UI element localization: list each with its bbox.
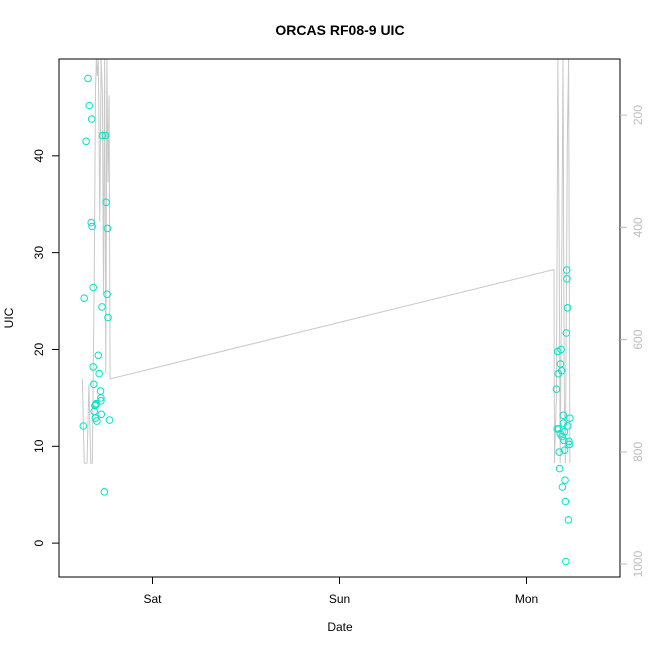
data-point bbox=[554, 425, 563, 433]
y-axis: 0 10 20 30 40 bbox=[32, 149, 59, 546]
data-point bbox=[84, 74, 92, 83]
right-tick-label: 1000 bbox=[631, 550, 645, 577]
data-point bbox=[566, 414, 574, 423]
right-tick-label: 600 bbox=[631, 329, 645, 349]
y-tick-label: 20 bbox=[32, 342, 46, 356]
x-axis-label: Date bbox=[327, 620, 353, 634]
x-tick-label: Sun bbox=[329, 592, 350, 606]
data-point bbox=[82, 137, 90, 146]
data-point bbox=[85, 101, 94, 110]
data-point bbox=[562, 557, 570, 566]
data-point bbox=[80, 294, 88, 303]
data-point bbox=[100, 488, 109, 496]
right-tick-label: 200 bbox=[631, 105, 645, 125]
data-point bbox=[91, 401, 99, 410]
data-point bbox=[87, 218, 95, 227]
data-point bbox=[87, 115, 96, 123]
right-tick-label: 800 bbox=[631, 442, 645, 462]
x-tick-label: Sat bbox=[143, 592, 162, 606]
data-point bbox=[103, 290, 111, 299]
data-point bbox=[105, 416, 114, 424]
y-tick-label: 40 bbox=[32, 149, 46, 163]
data-point bbox=[560, 436, 568, 445]
y-axis-label: UIC bbox=[2, 307, 16, 328]
data-point bbox=[98, 131, 107, 140]
pressure-line-series bbox=[81, 58, 571, 464]
right-tick-label: 400 bbox=[631, 217, 645, 237]
y-tick-label: 30 bbox=[32, 246, 46, 260]
data-point bbox=[564, 422, 572, 430]
data-point bbox=[565, 437, 573, 446]
data-point-layer bbox=[79, 74, 574, 566]
data-point bbox=[559, 411, 568, 420]
data-point bbox=[558, 483, 567, 491]
data-point bbox=[557, 345, 565, 354]
data-point bbox=[97, 410, 106, 419]
data-point bbox=[565, 440, 574, 449]
data-point bbox=[103, 224, 112, 233]
data-point bbox=[555, 464, 564, 473]
data-point bbox=[563, 275, 571, 283]
plot-frame bbox=[58, 58, 621, 578]
chart-title: ORCAS RF08-9 UIC bbox=[275, 22, 404, 38]
data-point bbox=[561, 497, 570, 506]
data-point bbox=[97, 394, 105, 402]
y-tick-label: 10 bbox=[32, 439, 46, 453]
data-point bbox=[561, 476, 569, 485]
data-point bbox=[93, 417, 101, 425]
right-axis: 200 400 600 800 1000 bbox=[620, 105, 645, 577]
data-point bbox=[562, 266, 571, 274]
data-point bbox=[104, 313, 112, 322]
data-point bbox=[101, 131, 110, 140]
x-axis: Sat Sun Mon bbox=[143, 577, 538, 606]
data-point bbox=[88, 222, 96, 231]
data-point bbox=[558, 432, 566, 441]
data-point bbox=[97, 397, 105, 405]
data-point bbox=[89, 363, 97, 371]
data-point bbox=[563, 304, 572, 312]
data-point bbox=[560, 446, 569, 455]
data-point bbox=[94, 351, 103, 360]
data-line-layer bbox=[81, 58, 571, 464]
data-point bbox=[552, 385, 561, 394]
data-point bbox=[90, 380, 98, 389]
x-tick-label: Mon bbox=[515, 592, 538, 606]
data-point bbox=[555, 448, 564, 456]
data-point bbox=[95, 369, 103, 378]
data-point bbox=[560, 428, 569, 436]
data-point bbox=[102, 198, 110, 207]
data-point bbox=[557, 367, 566, 375]
y-tick-label: 0 bbox=[32, 539, 46, 546]
data-point bbox=[96, 387, 105, 395]
data-point bbox=[89, 283, 97, 292]
data-point bbox=[564, 516, 573, 524]
data-point bbox=[562, 329, 571, 337]
data-point bbox=[79, 422, 88, 430]
data-point bbox=[98, 303, 106, 311]
